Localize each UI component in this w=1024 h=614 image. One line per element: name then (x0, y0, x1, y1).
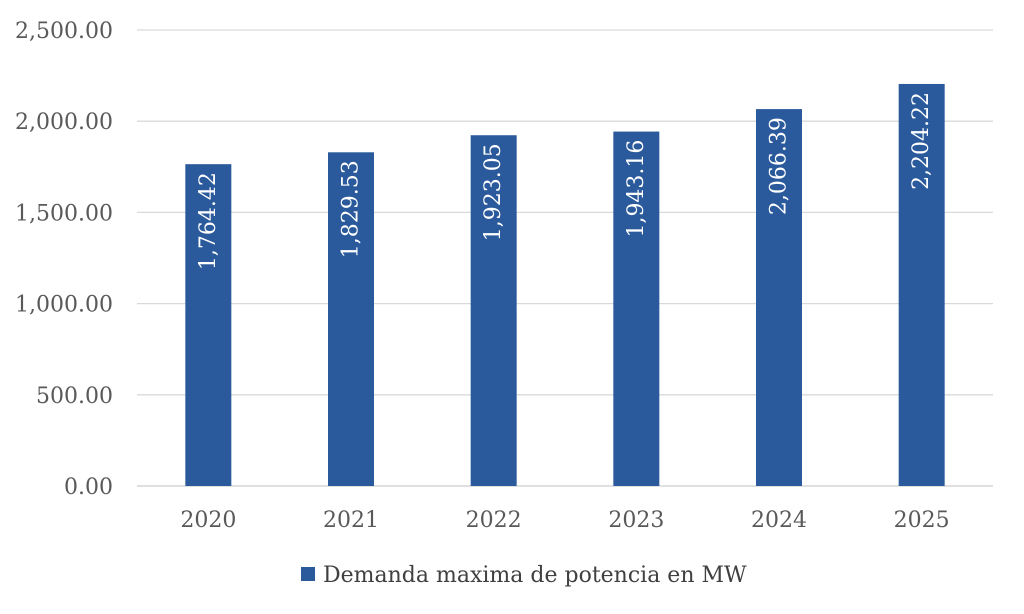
data-label-2022: 1,923.05 (481, 143, 506, 241)
y-axis-tick-labels: 0.00 500.00 1,000.00 1,500.00 2,000.00 2,500.… (15, 19, 113, 500)
bar-2025 (898, 83, 945, 487)
bar-2022 (470, 135, 517, 486)
bar-2021 (328, 152, 374, 486)
y-tick-label: 2,500.00 (15, 19, 113, 44)
y-tick-label: 0.00 (64, 475, 113, 500)
bar-2024 (756, 109, 802, 487)
y-tick-label: 1,000.00 (15, 293, 113, 318)
data-label-2021: 1,829.53 (339, 160, 364, 258)
y-tick-label: 2,000.00 (15, 110, 113, 135)
x-tick-label: 2023 (608, 508, 664, 533)
bar-2020 (185, 164, 232, 486)
bar-2023 (613, 131, 660, 486)
x-tick-label: 2020 (180, 508, 236, 533)
gridlines (137, 29, 993, 487)
data-label-2025: 2,204.22 (909, 92, 934, 190)
legend: Demanda maxima de potencia en MW (301, 563, 747, 588)
legend-swatch (301, 567, 315, 581)
data-label-2024: 2,066.39 (767, 117, 792, 215)
x-tick-label: 2025 (894, 508, 950, 533)
x-tick-label: 2024 (751, 508, 807, 533)
y-tick-label: 1,500.00 (15, 201, 113, 226)
legend-label: Demanda maxima de potencia en MW (323, 563, 747, 588)
x-axis-tick-labels: 2020 2021 2022 2023 2024 2025 (180, 508, 949, 533)
bars: 1,764.42 1,829.53 1,923.05 1,943.16 2,066.39… (185, 83, 945, 487)
x-tick-label: 2021 (323, 508, 379, 533)
y-tick-label: 500.00 (36, 384, 113, 409)
data-label-2020: 1,764.42 (196, 172, 221, 270)
data-label-2023: 1,943.16 (624, 140, 649, 238)
x-tick-label: 2022 (466, 508, 522, 533)
